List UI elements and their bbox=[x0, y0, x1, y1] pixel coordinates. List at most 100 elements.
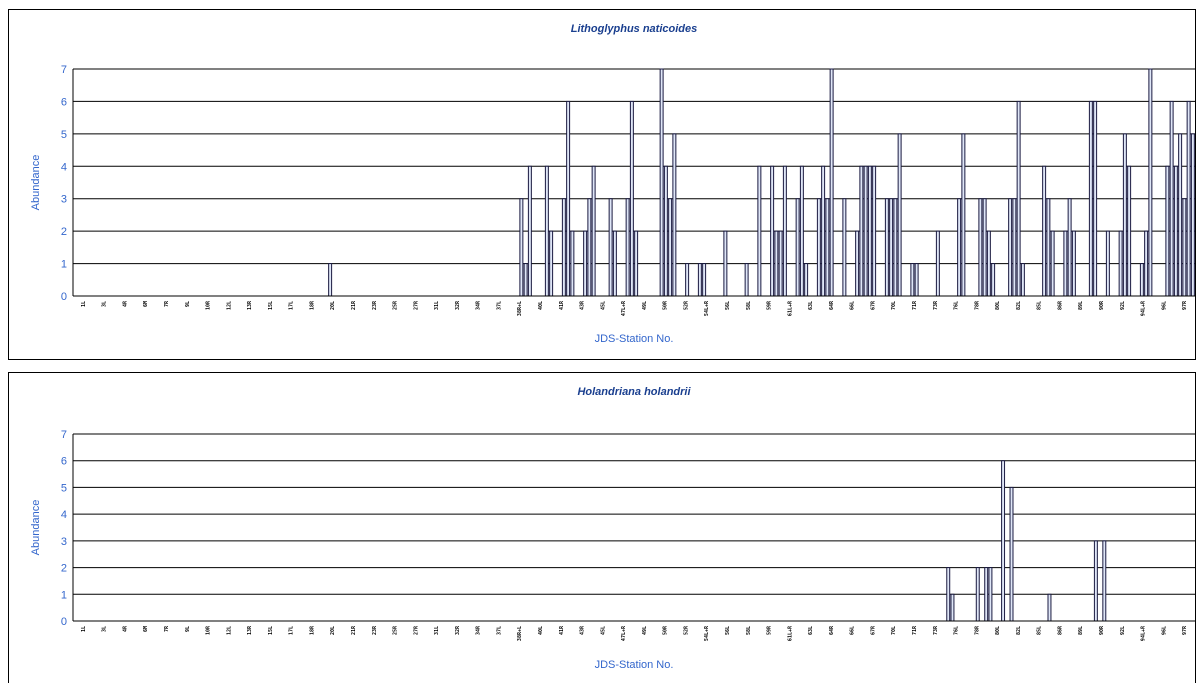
bar bbox=[1067, 198, 1072, 297]
bar bbox=[561, 198, 566, 297]
bar bbox=[519, 198, 524, 297]
x-axis-label: JDS-Station No. bbox=[595, 659, 674, 671]
x-tick-label: 10R bbox=[206, 300, 212, 310]
bar bbox=[863, 165, 868, 297]
y-tick-label: 0 bbox=[61, 616, 67, 628]
y-tick-label: 4 bbox=[61, 161, 67, 173]
x-tick-label: 7R bbox=[164, 300, 170, 307]
bar bbox=[988, 567, 993, 622]
bar bbox=[897, 133, 902, 297]
x-tick-label: 56L bbox=[725, 301, 731, 310]
x-tick-label: 34R bbox=[476, 300, 482, 310]
x-tick-label: 82L bbox=[1016, 626, 1022, 635]
x-tick-label: 45L bbox=[600, 301, 606, 310]
x-tick-label: 97R bbox=[1182, 300, 1188, 310]
x-tick-label: 12L bbox=[226, 301, 232, 310]
x-tick-label: 59R bbox=[767, 625, 773, 635]
bar bbox=[1047, 593, 1052, 622]
bar-chart-holandriana: Holandriana holandrii 0 1 2 3 4 5 6 7 1L 3L 4R 6M 7R 9… bbox=[30, 386, 1195, 671]
bar bbox=[935, 230, 940, 297]
bar bbox=[804, 263, 809, 297]
bar bbox=[523, 263, 528, 297]
bar bbox=[1046, 198, 1051, 297]
x-tick-label: 45L bbox=[600, 626, 606, 635]
bar bbox=[1016, 100, 1021, 297]
x-tick-label: 47L+R bbox=[621, 300, 627, 316]
bar-chart-lithoglyphus: Lithoglyphus naticoides 0 1 2 3 4 5 6 7 1L 3L 4R 6M 7… bbox=[30, 23, 1195, 345]
bar bbox=[723, 230, 728, 297]
bar bbox=[1173, 165, 1178, 297]
x-tick-label: 32R bbox=[455, 625, 461, 635]
y-tick-label: 2 bbox=[61, 226, 67, 238]
bar bbox=[950, 593, 955, 622]
x-tick-label: 85L bbox=[1037, 626, 1043, 635]
y-tick-label: 1 bbox=[61, 259, 67, 271]
x-tick-label: 49L bbox=[642, 301, 648, 310]
y-axis-label: Abundance bbox=[30, 500, 42, 556]
bar bbox=[757, 165, 762, 297]
bar bbox=[544, 165, 549, 297]
x-tick-label: 66L bbox=[850, 626, 856, 635]
x-tick-label: 78R bbox=[974, 300, 980, 310]
bar bbox=[1105, 230, 1110, 297]
chart-title: Lithoglyphus naticoides bbox=[571, 23, 698, 35]
x-tick-label: 61L+R bbox=[787, 625, 793, 641]
x-tick-label: 17L bbox=[289, 626, 295, 635]
bar bbox=[978, 198, 983, 297]
x-tick-label: 73R bbox=[933, 625, 939, 635]
bar bbox=[1186, 100, 1191, 297]
x-tick-label: 4R bbox=[122, 300, 128, 307]
x-tick-label: 96L bbox=[1161, 301, 1167, 310]
x-tick-label: 7R bbox=[164, 625, 170, 632]
x-tick-label: 71R bbox=[912, 625, 918, 635]
x-tick-label: 32R bbox=[455, 300, 461, 310]
chart-panel-lithoglyphus: Lithoglyphus naticoides 0 1 2 3 4 5 6 7 1L 3L 4R 6M 7… bbox=[8, 9, 1196, 360]
x-tick-label: 58L bbox=[746, 626, 752, 635]
bar bbox=[1088, 100, 1093, 297]
bar bbox=[1165, 165, 1170, 297]
x-tick-label: 18R bbox=[309, 625, 315, 635]
bar bbox=[625, 198, 630, 297]
bar bbox=[1190, 133, 1195, 297]
x-tick-label: 17L bbox=[289, 301, 295, 310]
x-tick-label: 85L bbox=[1037, 301, 1043, 310]
x-tick-label: 86R bbox=[1057, 625, 1063, 635]
x-tick-label: 97R bbox=[1182, 625, 1188, 635]
x-tick-label: 50R bbox=[663, 300, 669, 310]
x-tick-label: 25R bbox=[393, 300, 399, 310]
x-tick-label: 96L bbox=[1161, 626, 1167, 635]
bar bbox=[702, 263, 707, 297]
x-tick-label: 31L bbox=[434, 301, 440, 310]
x-tick-label: 34R bbox=[476, 625, 482, 635]
bar bbox=[910, 263, 915, 297]
bar bbox=[795, 198, 800, 297]
x-tick-label: 66L bbox=[850, 301, 856, 310]
x-tick-label: 41R bbox=[559, 300, 565, 310]
x-tick-label: 59R bbox=[767, 300, 773, 310]
bar bbox=[744, 263, 749, 297]
bar bbox=[527, 165, 532, 297]
x-tick-label: 12L bbox=[226, 626, 232, 635]
x-tick-label: 90R bbox=[1099, 625, 1105, 635]
x-tick-label: 43R bbox=[580, 300, 586, 310]
x-tick-label: 80L bbox=[995, 626, 1001, 635]
bar bbox=[1093, 540, 1098, 622]
x-tick-label: 41R bbox=[559, 625, 565, 635]
bar bbox=[549, 230, 554, 297]
x-tick-label: 38R+L bbox=[517, 301, 523, 316]
x-tick-label: 67R bbox=[870, 300, 876, 310]
x-tick-label: 49L bbox=[642, 626, 648, 635]
bar bbox=[1102, 540, 1107, 622]
bar bbox=[961, 133, 966, 297]
y-tick-label: 6 bbox=[61, 96, 67, 108]
x-tick-label: 20L bbox=[330, 301, 336, 310]
bar bbox=[685, 263, 690, 297]
x-tick-label: 92L bbox=[1120, 626, 1126, 635]
bar bbox=[1063, 230, 1068, 297]
y-tick-label: 2 bbox=[61, 563, 67, 575]
bar bbox=[328, 263, 333, 297]
bar bbox=[884, 198, 889, 297]
x-tick-label: 23R bbox=[372, 625, 378, 635]
bar bbox=[799, 165, 804, 297]
bar bbox=[1139, 263, 1144, 297]
